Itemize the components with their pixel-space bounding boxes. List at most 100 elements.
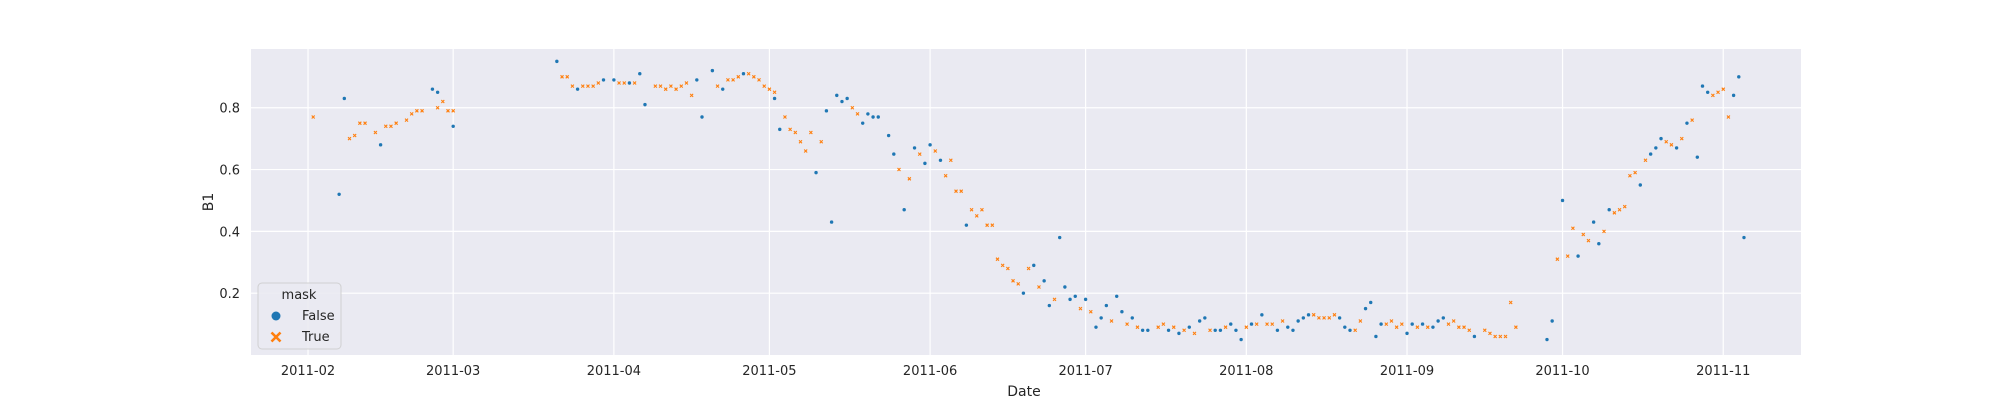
- data-point-true: [1317, 316, 1321, 320]
- data-point-true: [751, 74, 756, 79]
- data-point-false: [741, 72, 746, 76]
- data-point-true: [1467, 328, 1472, 333]
- data-point-true: [394, 121, 399, 126]
- data-point-true: [632, 81, 637, 85]
- data-point-true: [1488, 331, 1492, 336]
- data-point-true: [772, 90, 777, 95]
- data-point-false: [829, 220, 834, 224]
- data-point-true: [1223, 325, 1228, 330]
- y-tick-label: 0.6: [219, 164, 240, 179]
- data-point-false: [627, 81, 632, 85]
- data-point-true: [591, 84, 596, 88]
- data-point-false: [1654, 146, 1658, 150]
- data-point-true: [352, 133, 357, 138]
- data-point-false: [1073, 294, 1077, 298]
- data-point-true: [736, 74, 741, 79]
- data-point-false: [1047, 303, 1052, 308]
- data-point-true: [1000, 263, 1005, 268]
- data-point-false: [1249, 322, 1254, 326]
- data-point-true: [1451, 319, 1456, 323]
- data-point-false: [1140, 328, 1145, 332]
- data-point-false: [1057, 235, 1062, 240]
- data-point-true: [347, 136, 352, 141]
- data-point-false: [1094, 325, 1098, 329]
- data-point-true: [1353, 328, 1358, 333]
- data-point-true: [689, 93, 694, 98]
- data-point-false: [1115, 294, 1119, 298]
- data-point-false: [1472, 334, 1477, 339]
- data-point-false: [1705, 90, 1710, 94]
- data-point-true: [1280, 319, 1285, 323]
- data-point-false: [1275, 328, 1280, 332]
- data-point-true: [715, 84, 720, 88]
- data-point-false: [1420, 322, 1425, 326]
- data-point-false: [1410, 322, 1414, 326]
- plot-area: [251, 49, 1801, 355]
- legend-title: mask: [282, 288, 317, 303]
- data-point-false: [378, 143, 383, 147]
- data-point-true: [1493, 334, 1498, 339]
- data-point-false: [451, 124, 455, 128]
- data-point-false: [1120, 310, 1124, 314]
- data-point-true: [1415, 325, 1420, 330]
- data-point-false: [1203, 316, 1207, 320]
- data-point-true: [1332, 312, 1337, 317]
- data-point-false: [1545, 337, 1549, 342]
- data-point-false: [902, 208, 906, 212]
- data-point-true: [1026, 266, 1031, 271]
- data-point-true: [1016, 282, 1021, 286]
- data-point-false: [1021, 291, 1026, 295]
- data-point-true: [1726, 115, 1731, 119]
- data-point-true: [1399, 322, 1404, 326]
- data-point-true: [1311, 312, 1316, 317]
- data-point-false: [601, 78, 606, 82]
- data-point-true: [1721, 87, 1726, 92]
- data-point-true: [1425, 325, 1430, 330]
- data-point-true: [1664, 139, 1669, 144]
- data-point-false: [1239, 337, 1243, 342]
- data-point-true: [389, 124, 393, 129]
- data-point-true: [948, 158, 953, 163]
- data-point-false: [1742, 235, 1746, 240]
- data-point-false: [1700, 84, 1705, 88]
- legend-false-label: False: [302, 309, 335, 324]
- data-point-true: [1456, 325, 1461, 330]
- data-point-true: [658, 84, 663, 88]
- data-point-false: [1659, 136, 1663, 141]
- data-point-true: [995, 257, 1000, 262]
- data-point-false: [1260, 313, 1264, 317]
- data-point-true: [1503, 334, 1508, 339]
- data-point-false: [700, 115, 704, 119]
- data-point-false: [1638, 183, 1642, 187]
- data-point-true: [954, 189, 958, 194]
- data-point-false: [912, 146, 917, 150]
- data-point-true: [1581, 232, 1586, 237]
- legend-true-marker: [270, 331, 282, 343]
- x-tick-label: 2011-03: [426, 364, 480, 379]
- data-point-true: [446, 108, 450, 113]
- data-point-false: [814, 170, 818, 175]
- data-point-false: [1286, 325, 1290, 329]
- data-point-true: [1011, 278, 1015, 283]
- data-point-true: [617, 81, 621, 85]
- data-point-false: [840, 99, 844, 104]
- data-point-false: [871, 115, 875, 119]
- data-point-false: [845, 96, 849, 101]
- data-point-true: [1622, 204, 1627, 209]
- data-point-false: [1695, 155, 1700, 159]
- data-point-false: [612, 78, 616, 82]
- legend: mask False True: [257, 282, 342, 350]
- data-point-true: [1161, 322, 1166, 326]
- data-point-true: [850, 105, 855, 110]
- data-point-true: [1192, 331, 1197, 336]
- data-point-false: [778, 127, 782, 132]
- data-point-false: [1177, 331, 1181, 336]
- data-point-true: [435, 105, 440, 110]
- data-point-false: [575, 87, 580, 91]
- data-point-false: [923, 161, 927, 166]
- data-point-false: [1042, 279, 1046, 283]
- data-point-true: [1643, 158, 1648, 163]
- data-point-true: [311, 115, 316, 119]
- data-point-false: [876, 115, 880, 119]
